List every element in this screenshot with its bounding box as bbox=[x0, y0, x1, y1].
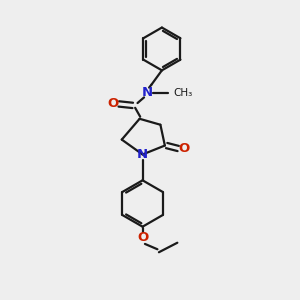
Text: O: O bbox=[107, 98, 118, 110]
Text: O: O bbox=[137, 232, 148, 244]
Text: O: O bbox=[178, 142, 190, 155]
Text: N: N bbox=[142, 86, 153, 99]
Text: N: N bbox=[137, 148, 148, 161]
Text: CH₃: CH₃ bbox=[174, 88, 193, 98]
